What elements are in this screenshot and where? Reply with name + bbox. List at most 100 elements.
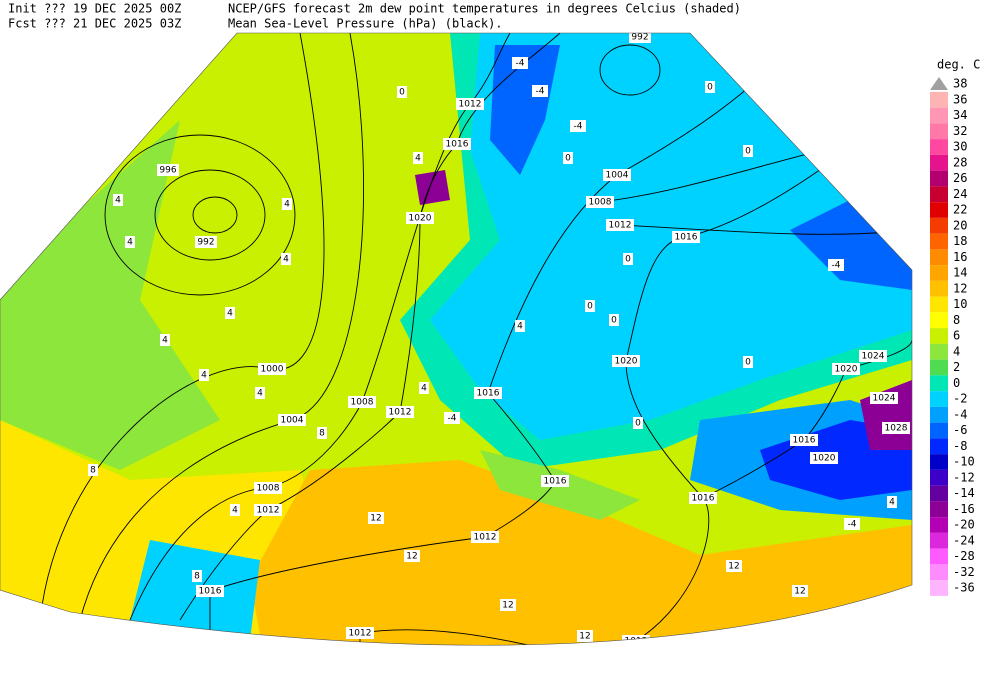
- dew-point-label-box: [609, 314, 619, 326]
- isobar: [192, 196, 238, 234]
- colorbar-label: -8: [953, 439, 967, 453]
- isobar-label-box: [612, 355, 640, 367]
- colorbar-label: 30: [953, 140, 967, 154]
- colorbar-label: 22: [953, 203, 967, 217]
- isobar-label: 1012: [609, 221, 632, 231]
- dew-point-label-box: [444, 412, 460, 424]
- colorbar-swatch: [930, 202, 948, 218]
- colorbar-swatch: [930, 123, 948, 140]
- dew-point-label: 0: [635, 419, 641, 429]
- dew-point-label: 0: [707, 83, 713, 93]
- shading: [0, 120, 220, 470]
- map-labels: 992 1012 1016 996 992 1020 1004 1008 1012 1016 100…: [88, 33, 910, 665]
- isobar-label-box: [406, 212, 434, 224]
- dew-point-label: 0: [587, 302, 593, 312]
- dew-point-label: 4: [232, 506, 238, 516]
- isobar-label: 1028: [885, 424, 908, 434]
- isobar-label: 1008: [257, 484, 280, 494]
- dew-point-label: 4: [517, 322, 523, 332]
- title: NCEP/GFS forecast 2m dew point temperatu…: [228, 2, 741, 16]
- colorbar-label: -10: [953, 455, 975, 469]
- colorbar-swatch: [930, 249, 948, 266]
- dew-point-label: 12: [579, 632, 590, 642]
- isobar-label-box: [196, 585, 224, 597]
- colorbar-swatch: [930, 548, 948, 565]
- isobar-label: 1000: [261, 365, 284, 375]
- colorbar-swatch: [930, 391, 948, 407]
- dew-point-label: 4: [127, 238, 133, 248]
- dew-point-label: 4: [284, 200, 290, 210]
- colorbar-label: -2: [953, 392, 967, 406]
- colorbar-unit: deg. C: [937, 58, 980, 72]
- dew-point-label: 8: [194, 572, 200, 582]
- dew-point-label: -4: [536, 87, 545, 97]
- isobar-label-box: [456, 98, 484, 110]
- isobar-label: 1020: [835, 365, 858, 375]
- map-border: [0, 32, 913, 646]
- dew-point-label: -4: [848, 520, 857, 530]
- isobar-label-box: [859, 350, 887, 362]
- dew-point-label: 12: [794, 587, 805, 597]
- isobar-label-box: [346, 627, 374, 639]
- colorbar: 38363432302826242220181614121086420-2-4-…: [930, 77, 975, 596]
- isobar-label: 1020: [409, 214, 432, 224]
- colorbar-label: 24: [953, 187, 967, 201]
- colorbar-swatch: [930, 296, 948, 313]
- isobar: [209, 33, 801, 646]
- colorbar-swatch: [930, 422, 948, 439]
- isobar-label-box: [471, 531, 499, 543]
- colorbar-swatch: [930, 91, 948, 108]
- colorbar-swatch: [930, 312, 948, 329]
- colorbar-swatch: [930, 469, 948, 486]
- isobar-label: 1016: [199, 587, 222, 597]
- colorbar-label: -28: [953, 549, 975, 563]
- colorbar-label: 16: [953, 250, 967, 264]
- dew-point-label: 0: [611, 316, 617, 326]
- shading: [130, 540, 260, 640]
- colorbar-swatch: [930, 265, 948, 281]
- dew-point-label: -4: [832, 261, 841, 271]
- dew-point-label-box: [792, 585, 808, 597]
- isobar-label: 1020: [813, 454, 836, 464]
- colorbar-label: 34: [953, 108, 967, 122]
- isobar-label: 992: [197, 238, 214, 248]
- dew-point-label: 0: [625, 255, 631, 265]
- colorbar-swatch: [930, 501, 948, 518]
- fcst-text: Fcst ??? 21 DEC 2025 03Z: [8, 17, 181, 31]
- dew-point-label: 0: [745, 147, 751, 157]
- isobar-label: 996: [159, 166, 176, 176]
- dew-point-label-box: [500, 599, 516, 611]
- dew-point-label-box: [743, 356, 753, 368]
- isobar: [702, 339, 912, 499]
- isobar-label: 1012: [625, 637, 648, 647]
- isobar-label-box: [606, 219, 634, 231]
- dew-point-label: 12: [370, 514, 381, 524]
- colorbar-label: 26: [953, 171, 967, 185]
- colorbar-swatch: [930, 280, 948, 297]
- dew-point-label: -4: [574, 122, 583, 132]
- dew-point-label-box: [532, 85, 548, 97]
- isobar-label-box: [832, 363, 860, 375]
- dew-point-label: -4: [516, 59, 525, 69]
- colorbar-swatch: [930, 154, 948, 171]
- dew-point-label: 8: [90, 466, 96, 476]
- dew-point-label-box: [623, 253, 633, 265]
- dew-point-label-box: [404, 550, 420, 562]
- colorbar-label: 0: [953, 376, 960, 390]
- dew-point-label-box: [726, 560, 742, 572]
- colorbar-label: -6: [953, 423, 967, 437]
- colorbar-label: 8: [953, 313, 960, 327]
- dew-point-label: 4: [115, 196, 121, 206]
- isobar-label-box: [386, 406, 414, 418]
- isobar-label-box: [254, 504, 282, 516]
- isobar-label-box: [157, 164, 179, 176]
- isobar-label-box: [586, 196, 614, 208]
- isobar-label: 1024: [873, 394, 896, 404]
- isobar-label: 1004: [281, 416, 304, 426]
- colorbar-label: 32: [953, 124, 967, 138]
- isobar-label-box: [195, 236, 217, 248]
- isobar-label: 1004: [606, 171, 629, 181]
- isobar-label-box: [581, 653, 609, 665]
- colorbar-label: 6: [953, 329, 960, 343]
- dew-point-label-box: [225, 307, 235, 319]
